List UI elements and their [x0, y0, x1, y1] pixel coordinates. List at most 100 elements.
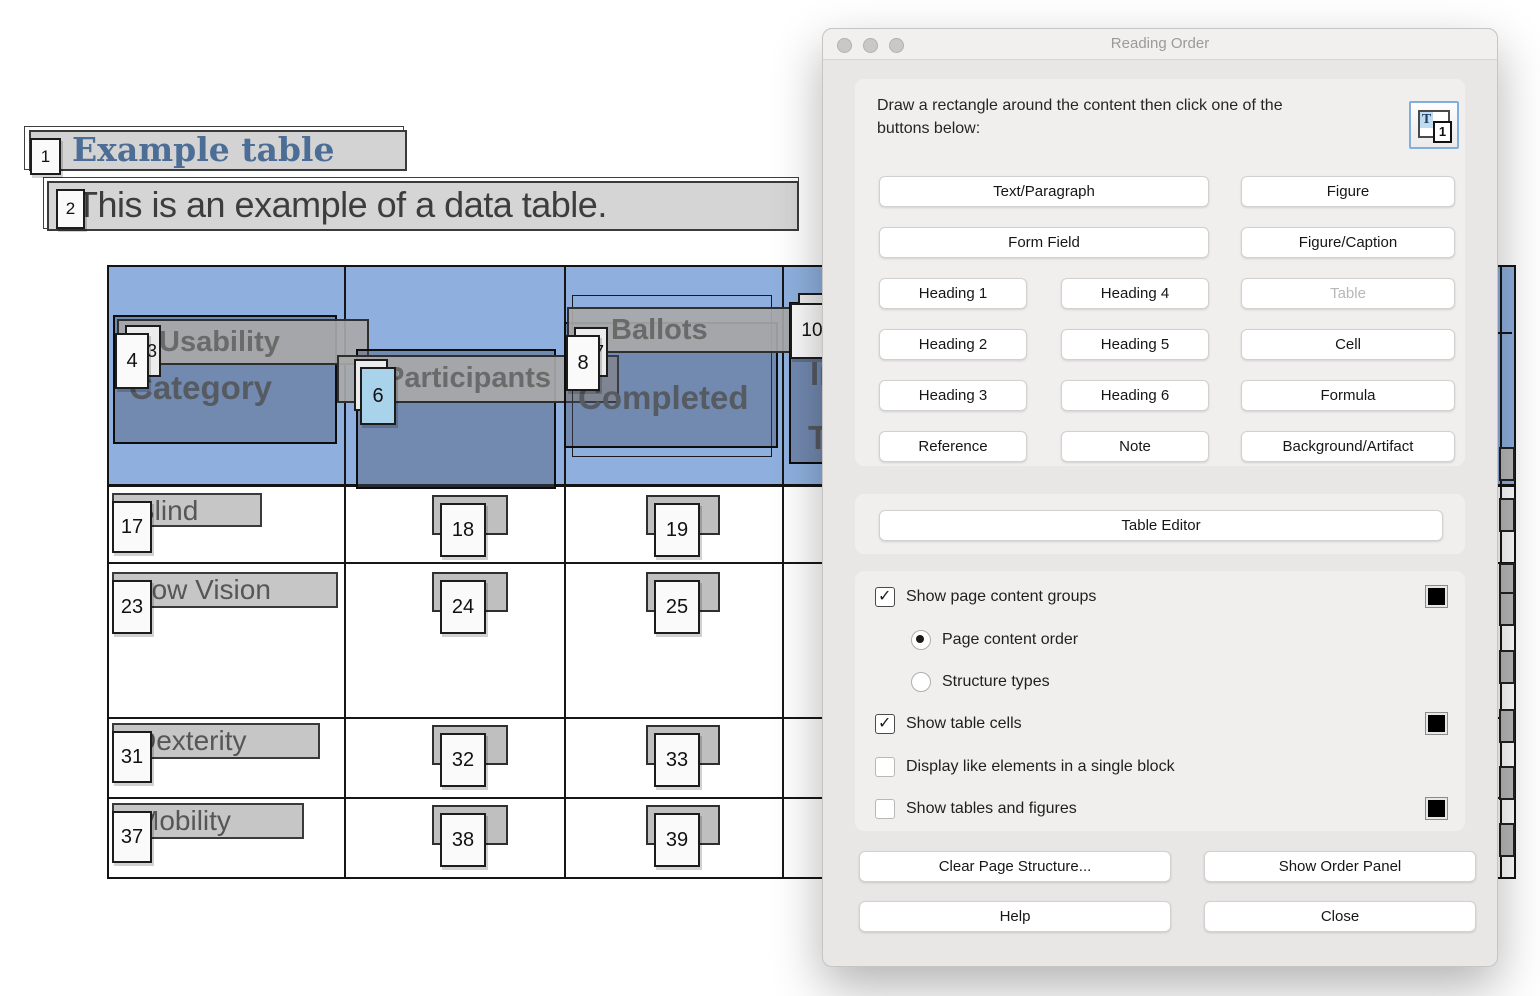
clear-page-structure-button[interactable]: Clear Page Structure... [859, 851, 1171, 882]
order-tag-8[interactable]: 8 [566, 335, 600, 391]
order-tag-19[interactable]: 19 [654, 503, 700, 557]
tag-number: 23 [120, 595, 144, 618]
checkbox-checked-icon[interactable] [875, 586, 895, 607]
heading1-button[interactable]: Heading 1 [879, 278, 1027, 309]
row-label-cell: Dexterity 31 [109, 717, 344, 797]
order-tag-6-selected[interactable]: 6 [360, 367, 396, 425]
data-cell: 39 [564, 797, 782, 877]
order-tag-37[interactable]: 37 [112, 811, 152, 863]
reference-button[interactable]: Reference [879, 431, 1027, 462]
help-button[interactable]: Help [859, 901, 1171, 932]
row-label-cell: Blind 17 [109, 487, 344, 562]
data-cell: 25 [564, 562, 782, 717]
minimize-icon[interactable] [863, 38, 878, 53]
order-tag-32[interactable]: 32 [440, 733, 486, 787]
order-tag-18[interactable]: 18 [440, 503, 486, 557]
order-tag-23[interactable]: 23 [112, 580, 152, 634]
dialog-titlebar[interactable]: Reading Order [823, 29, 1497, 60]
letter-glyph: T [1420, 112, 1433, 128]
heading4-button[interactable]: Heading 4 [1061, 278, 1209, 309]
tag-number: 37 [120, 825, 144, 848]
checkbox-checked-icon[interactable] [875, 713, 895, 734]
tag-number: 17 [120, 515, 144, 538]
reading-order-dialog: Reading Order Draw a rectangle around th… [822, 28, 1498, 967]
heading5-button[interactable]: Heading 5 [1061, 329, 1209, 360]
tag-number: 6 [372, 384, 384, 407]
paragraph-highlight [47, 181, 799, 231]
column-border [344, 267, 346, 877]
table-cells-color-swatch[interactable] [1425, 712, 1448, 735]
heading6-button[interactable]: Heading 6 [1061, 380, 1209, 411]
figure-caption-button[interactable]: Figure/Caption [1241, 227, 1455, 258]
data-cell: 19 [564, 487, 782, 562]
close-button[interactable]: Close [1204, 901, 1476, 932]
order-tag-38[interactable]: 38 [440, 813, 486, 867]
heading3-button[interactable]: Heading 3 [879, 380, 1027, 411]
data-cell: 33 [564, 717, 782, 797]
doc-heading-text: Example table [72, 130, 335, 169]
tag-number: 10 [801, 320, 823, 341]
close-icon[interactable] [837, 38, 852, 53]
tag-number: 31 [120, 745, 144, 768]
radio-selected-icon[interactable] [911, 630, 931, 650]
option-show-table-cells[interactable]: Show table cells [875, 713, 1022, 735]
data-cell: 38 [344, 797, 564, 877]
heading2-button[interactable]: Heading 2 [879, 329, 1027, 360]
tag-number: 4 [126, 349, 138, 372]
tag-number: 39 [665, 828, 689, 851]
column-border [564, 267, 566, 877]
radio-icon[interactable] [911, 672, 931, 692]
dialog-title: Reading Order [1110, 35, 1210, 52]
order-tag-4[interactable]: 4 [115, 333, 149, 389]
tag-number: 24 [451, 595, 475, 618]
header-title-line2: Completed [578, 379, 749, 416]
figure-button[interactable]: Figure [1241, 176, 1455, 207]
order-tag-39[interactable]: 39 [654, 813, 700, 867]
text-paragraph-button[interactable]: Text/Paragraph [879, 176, 1209, 207]
option-show-page-content-groups[interactable]: Show page content groups [875, 586, 1096, 608]
heading-highlight [29, 130, 407, 171]
row-border [109, 562, 1514, 564]
formula-button[interactable]: Formula [1241, 380, 1455, 411]
option-label: Show tables and figures [906, 800, 1077, 817]
tag-number: 18 [451, 518, 475, 541]
order-tag-25[interactable]: 25 [654, 580, 700, 634]
checkbox-icon[interactable] [875, 757, 895, 777]
header-cell-participants: Participants 5 6 [337, 267, 619, 489]
show-order-panel-button[interactable]: Show Order Panel [1204, 851, 1476, 882]
data-cell: 32 [344, 717, 564, 797]
instruction-text: Draw a rectangle around the content then… [877, 97, 1283, 137]
row-label-cell: Mobility 37 [109, 797, 344, 877]
note-button[interactable]: Note [1061, 431, 1209, 462]
option-structure-types[interactable]: Structure types [911, 671, 1050, 693]
header-cell-usability-category: Usability Category 3 4 [109, 267, 369, 487]
background-artifact-button[interactable]: Background/Artifact [1241, 431, 1455, 462]
order-tag-17[interactable]: 17 [112, 501, 152, 553]
order-tag-31[interactable]: 31 [112, 731, 152, 783]
table-editor-button[interactable]: Table Editor [879, 510, 1443, 541]
text-order-icon[interactable]: T 1 [1409, 101, 1459, 149]
form-field-button[interactable]: Form Field [879, 227, 1209, 258]
zoom-icon[interactable] [889, 38, 904, 53]
tag-number: 25 [665, 595, 689, 618]
content-groups-color-swatch[interactable] [1425, 585, 1448, 608]
order-tag-24[interactable]: 24 [440, 580, 486, 634]
order-tag-2[interactable]: 2 [56, 189, 85, 229]
tag-number: 1 [40, 146, 51, 166]
checkbox-icon[interactable] [875, 799, 895, 819]
option-display-like-elements[interactable]: Display like elements in a single block [875, 756, 1175, 778]
option-show-tables-and-figures[interactable]: Show tables and figures [875, 798, 1077, 820]
display-options-section: Show page content groups Page content or… [855, 571, 1465, 831]
order-tag-1[interactable]: 1 [30, 138, 61, 175]
table-editor-section: Table Editor [855, 494, 1465, 554]
option-page-content-order[interactable]: Page content order [911, 629, 1078, 651]
table-button: Table [1241, 278, 1455, 309]
tag-number: 2 [65, 199, 76, 218]
cell-button[interactable]: Cell [1241, 329, 1455, 360]
row-label-cell: Low Vision 23 [109, 562, 344, 717]
tables-figures-color-swatch[interactable] [1425, 797, 1448, 820]
text-highlight: Dexterity [112, 723, 320, 759]
option-label: Show page content groups [906, 588, 1097, 605]
order-tag-33[interactable]: 33 [654, 733, 700, 787]
